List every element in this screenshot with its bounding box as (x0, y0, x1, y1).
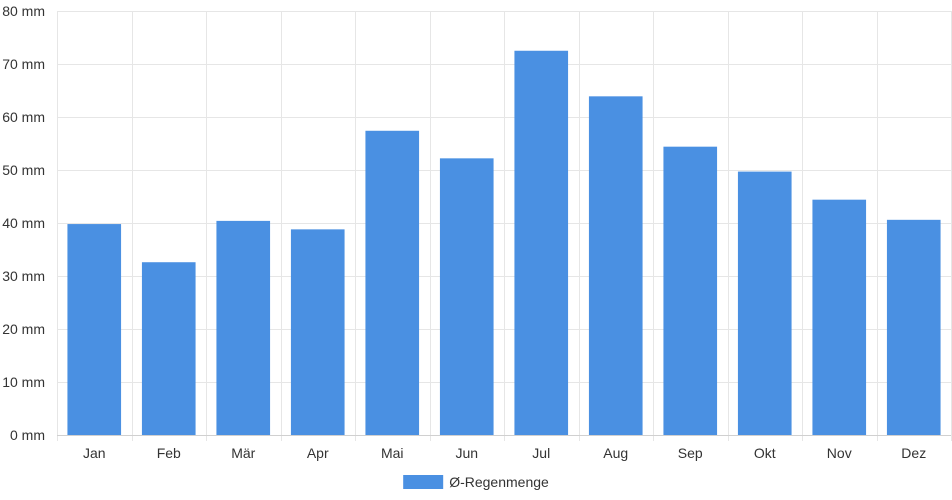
bar-mai[interactable] (365, 130, 420, 435)
bar-aug[interactable] (588, 96, 643, 435)
legend[interactable]: Ø-Regenmenge (403, 474, 549, 490)
x-tick-label: Feb (157, 445, 181, 461)
y-tick-label: 50 mm (2, 162, 45, 178)
x-tick-label: Sep (678, 445, 703, 461)
x-tick-label: Okt (754, 445, 776, 461)
legend-label: Ø-Regenmenge (449, 474, 549, 490)
x-tick-label: Aug (603, 445, 628, 461)
x-tick-label: Jun (455, 445, 478, 461)
bar-sep[interactable] (663, 146, 718, 435)
bar-apr[interactable] (290, 229, 345, 435)
x-tick-label: Nov (827, 445, 852, 461)
bar-okt[interactable] (737, 171, 792, 435)
tick-labels: 0 mm 10 mm 20 mm 30 mm 40 mm 50 mm 60 mm 70 mm 8… (2, 3, 926, 461)
bar-feb[interactable] (141, 262, 196, 435)
bar-jun[interactable] (439, 158, 494, 435)
legend-swatch[interactable] (403, 475, 444, 489)
bar-series (67, 50, 941, 435)
y-tick-label: 60 mm (2, 109, 45, 125)
y-tick-label: 80 mm (2, 3, 45, 19)
bar-jan[interactable] (67, 224, 122, 435)
bar-nov[interactable] (812, 199, 867, 435)
bar-dez[interactable] (886, 219, 941, 435)
y-tick-label: 20 mm (2, 321, 45, 337)
x-tick-label: Jul (532, 445, 550, 461)
y-tick-label: 10 mm (2, 374, 45, 390)
y-tick-label: 30 mm (2, 268, 45, 284)
y-tick-label: 70 mm (2, 56, 45, 72)
x-tick-label: Mai (381, 445, 404, 461)
x-tick-label: Apr (307, 445, 329, 461)
y-tick-label: 0 mm (10, 427, 45, 443)
x-tick-label: Dez (901, 445, 926, 461)
y-tick-label: 40 mm (2, 215, 45, 231)
x-tick-label: Jan (83, 445, 106, 461)
bar-jul[interactable] (514, 50, 569, 435)
bar-mär[interactable] (216, 220, 271, 435)
x-tick-label: Mär (231, 445, 255, 461)
